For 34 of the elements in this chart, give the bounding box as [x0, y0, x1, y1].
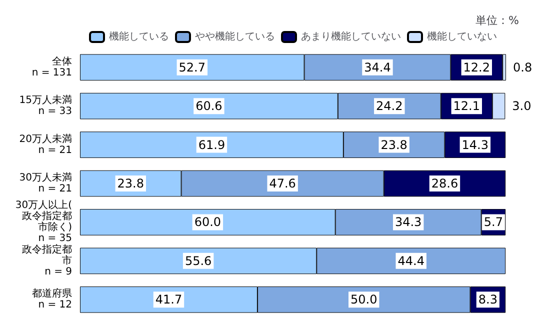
text: 単位：%	[476, 14, 519, 27]
data-label: 34.3	[394, 215, 422, 230]
data-label: 55.6	[184, 254, 212, 268]
data-label: 52.7	[178, 60, 206, 74]
data-label: 47.6	[269, 176, 296, 190]
data-label: 44.4	[398, 254, 424, 268]
y-tick-label: 政令指定都市 n = 9	[22, 243, 72, 278]
data-label: 3.0	[512, 99, 532, 114]
data-label: 50.0	[350, 292, 378, 307]
data-label: 60.0	[194, 215, 222, 230]
data-label: 24.2	[376, 99, 403, 114]
data-label: 5.7	[484, 215, 503, 230]
data-label: 8.3	[478, 292, 498, 307]
data-label: 61.9	[198, 138, 226, 152]
data-label: 28.6	[431, 176, 458, 190]
legend-label: 機能している	[109, 30, 169, 42]
data-label: 12.1	[453, 99, 480, 114]
data-label: 0.8	[513, 60, 532, 74]
data-label: 60.6	[196, 99, 222, 114]
legend-label: 機能していない	[427, 30, 497, 42]
data-label: 23.8	[117, 176, 144, 190]
data-label: 12.2	[463, 60, 490, 74]
legend-label: やや機能している	[195, 30, 275, 42]
data-label: 41.7	[155, 292, 182, 307]
y-tick-label: 都道府県 n = 12	[32, 288, 72, 311]
y-tick-label: 20万人未満 n = 21	[19, 132, 72, 156]
y-tick-label: 全体 n = 131	[32, 55, 72, 78]
y-tick-label: 30万人以上(政令指定都市除く) n = 35	[15, 199, 72, 244]
data-label: 23.8	[380, 138, 408, 152]
y-tick-label: 15万人未満 n = 33	[19, 94, 72, 118]
legend-label: あまり機能していない	[301, 30, 401, 42]
data-label: 14.3	[462, 138, 489, 152]
y-tick-label: 30万人未満 n = 21	[19, 172, 72, 194]
data-label: 34.4	[364, 60, 391, 74]
